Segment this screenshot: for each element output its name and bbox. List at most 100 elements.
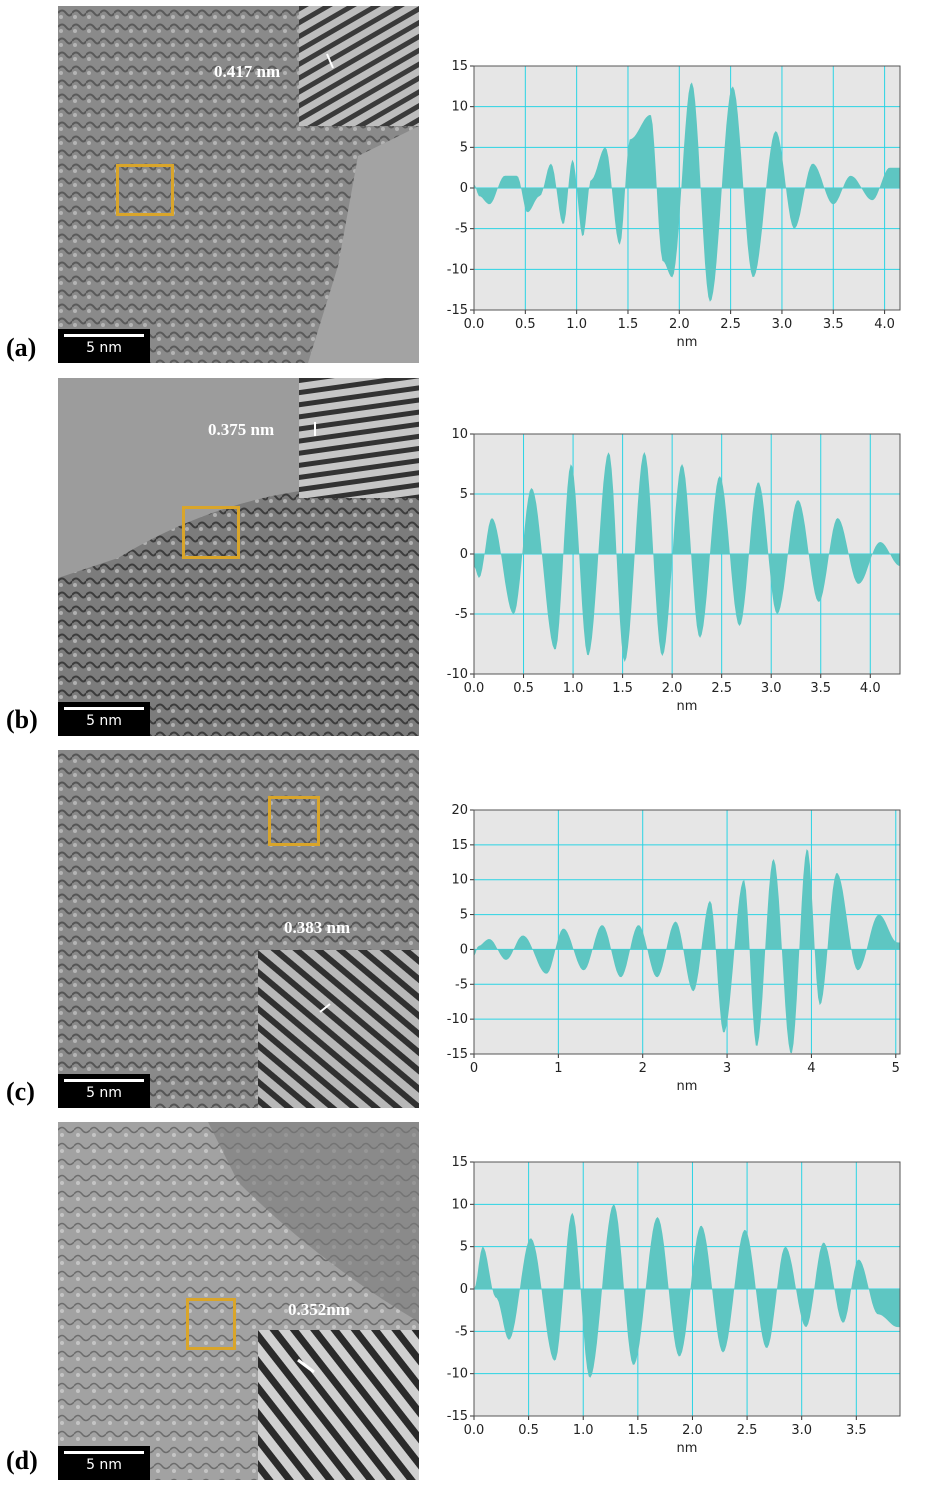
figure-row-c: 0.383 nm 5 nm (c) 0 1 2 3 4 5 20 15 10 5 0 -5 -10 -15… [0,744,926,1116]
x-axis-label: nm [677,699,698,714]
y-tick-label: 0 [460,181,468,196]
lattice-spacing-label: 0.375 nm [208,420,275,439]
y-tick-label: -5 [455,1324,468,1339]
y-tick-label: -5 [455,222,468,237]
figure-row-d: 0.352nm 5 nm (d) 0.0 0.5 1.0 1.5 2.0 2.5 3.0 3.… [0,1116,926,1488]
x-tick-label: 4.0 [874,317,895,332]
x-tick-label: 2.0 [682,1423,703,1438]
figure-row-b: 0.375 nm 5 nm (b) 0.0 0.5 1.0 1.5 2.0 2.5 3.0 3… [0,372,926,744]
x-tick-label: 3.5 [810,681,831,696]
scale-bar: 5 nm [58,702,150,736]
y-tick-label: -10 [447,262,468,277]
roi-box [182,506,240,559]
y-tick-label: 0 [460,1282,468,1297]
x-tick-label: 3 [723,1061,731,1076]
x-tick-label: 2.0 [669,317,690,332]
y-tick-label: 20 [451,803,468,818]
tem-image-c: 0.383 nm 5 nm [58,750,419,1108]
y-tick-label: -15 [447,303,468,318]
x-tick-label: 3.5 [846,1423,867,1438]
scale-bar: 5 nm [58,1074,150,1108]
x-tick-label: 4 [807,1061,815,1076]
y-tick-label: 5 [460,908,468,923]
lattice-spacing-label: 0.417 nm [214,62,281,81]
plot-frame [473,65,901,311]
x-tick-label: 2.5 [737,1423,758,1438]
lattice-spacing-label: 0.383 nm [284,918,351,937]
line-profile-chart-a: 0.0 0.5 1.0 1.5 2.0 2.5 3.0 3.5 4.0 15 10 5 0 -5 -10 -1… [432,56,912,356]
y-tick-label: -10 [447,1367,468,1382]
y-tick-label: -15 [447,1409,468,1424]
x-tick-label: 2.5 [720,317,741,332]
y-tick-label: 5 [460,140,468,155]
x-tick-label: 2 [639,1061,647,1076]
tem-image-b: 0.375 nm 5 nm [58,378,419,736]
x-tick-label: 0 [470,1061,478,1076]
roi-box [268,796,320,846]
line-profile-chart-c: 0 1 2 3 4 5 20 15 10 5 0 -5 -10 -15 nm [432,800,912,1100]
x-axis-label: nm [677,1441,698,1456]
panel-label-d: (d) [6,1446,38,1475]
plot-frame [473,1161,901,1417]
roi-box [116,164,174,216]
y-tick-label: -15 [447,1047,468,1062]
fft-inset-d [258,1330,419,1480]
x-tick-label: 0.5 [515,317,536,332]
x-tick-label: 0.0 [464,681,485,696]
y-tick-label: 0 [460,942,468,957]
x-axis-label: nm [677,1079,698,1094]
x-tick-label: 1.5 [628,1423,649,1438]
figure-row-a: 0.417 nm 5 nm (a) 0.0 0.5 1.0 1.5 2.0 2.5 3.0 3… [0,0,926,370]
profile-series [474,1204,900,1378]
x-tick-label: 4.0 [860,681,881,696]
lattice-spacing-label: 0.352nm [288,1300,350,1319]
x-tick-label: 3.0 [772,317,793,332]
profile-series [474,82,900,302]
y-tick-label: 10 [451,873,468,888]
x-tick-label: 1.0 [563,681,584,696]
tem-image-a: 0.417 nm 5 nm [58,6,419,363]
x-tick-label: 5 [892,1061,900,1076]
x-tick-label: 1.0 [573,1423,594,1438]
x-tick-label: 2.5 [711,681,732,696]
y-tick-label: 10 [451,427,468,442]
x-tick-label: 1.0 [566,317,587,332]
y-tick-label: -10 [447,1012,468,1027]
profile-series [474,452,900,662]
x-tick-label: 0.5 [513,681,534,696]
y-tick-label: 15 [451,1155,468,1170]
x-tick-label: 3.5 [823,317,844,332]
plot-frame [473,433,901,675]
y-tick-label: 15 [451,838,468,853]
x-tick-label: 0.0 [464,317,485,332]
panel-label-a: (a) [6,333,37,362]
panel-label-c: (c) [6,1077,35,1106]
y-tick-label: 15 [451,59,468,74]
profile-series [474,849,900,1054]
line-profile-chart-d: 0.0 0.5 1.0 1.5 2.0 2.5 3.0 3.5 15 10 5 0 -5 -10 -15 nm [432,1152,912,1462]
line-profile-chart-b: 0.0 0.5 1.0 1.5 2.0 2.5 3.0 3.5 4.0 10 5 0 -5 -10 nm [432,424,912,720]
tem-image-d: 0.352nm 5 nm [58,1122,419,1480]
y-tick-label: -5 [455,977,468,992]
plot-frame [473,809,901,1055]
x-tick-label: 1.5 [618,317,639,332]
scale-bar: 5 nm [58,1446,150,1480]
x-axis-label: nm [677,335,698,350]
y-tick-label: 5 [460,1240,468,1255]
fft-inset-a [299,6,419,126]
x-tick-label: 3.0 [761,681,782,696]
y-tick-label: -5 [455,607,468,622]
fft-inset-c [258,950,419,1108]
x-tick-label: 2.0 [662,681,683,696]
panel-label-b: (b) [6,705,38,734]
x-tick-label: 0.5 [518,1423,539,1438]
x-tick-label: 1 [554,1061,562,1076]
x-tick-label: 1.5 [612,681,633,696]
roi-box [186,1298,236,1350]
y-tick-label: 10 [451,100,468,115]
y-tick-label: 5 [460,487,468,502]
x-tick-label: 3.0 [791,1423,812,1438]
y-tick-label: -10 [447,667,468,682]
scale-bar: 5 nm [58,329,150,363]
y-tick-label: 0 [460,547,468,562]
